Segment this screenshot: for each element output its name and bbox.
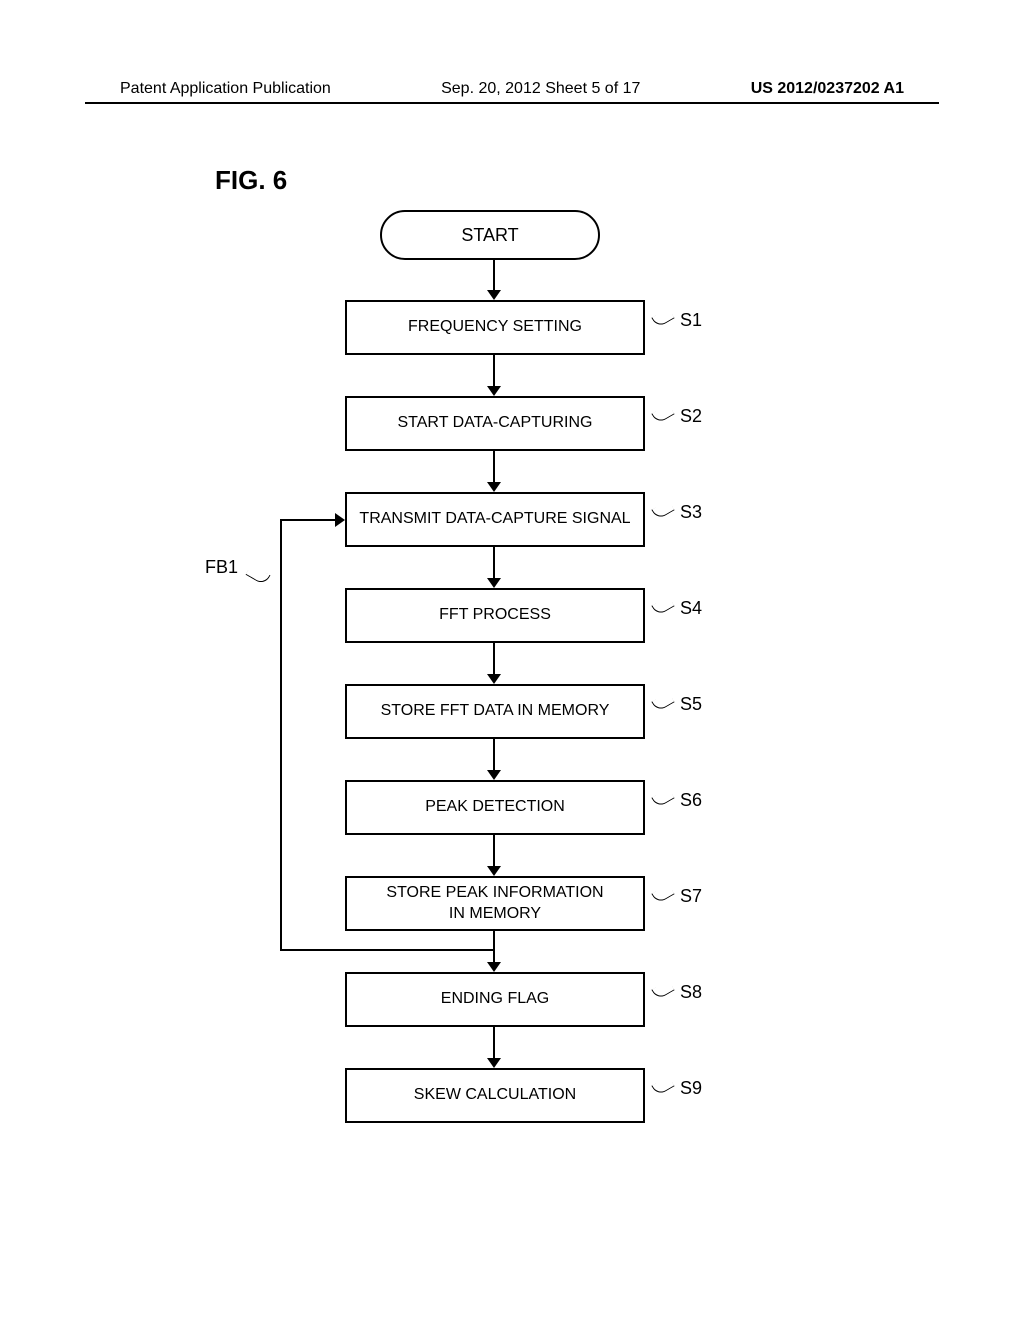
feedback-label: FB1 [205, 557, 238, 578]
step-label-s7: S7 [680, 886, 702, 907]
arrow-line [493, 547, 495, 579]
arrow-line [493, 355, 495, 387]
arrow-line [493, 739, 495, 771]
feedback-connector [245, 564, 270, 585]
arrow-line [493, 451, 495, 483]
header-divider [85, 102, 939, 104]
arrow-head-icon [487, 482, 501, 492]
step-label-s8: S8 [680, 982, 702, 1003]
figure-label: FIG. 6 [215, 165, 287, 196]
header-left: Patent Application Publication [120, 80, 331, 98]
step-connector [651, 692, 674, 712]
start-node: START [380, 210, 600, 260]
arrow-head-icon [487, 962, 501, 972]
step-label-s1: S1 [680, 310, 702, 331]
step-connector [651, 596, 674, 616]
feedback-line [280, 949, 494, 951]
arrow-head-icon [335, 513, 345, 527]
arrow-line [493, 260, 495, 291]
feedback-line [280, 519, 282, 951]
process-node-s4: FFT PROCESS [345, 588, 645, 643]
arrow-line [493, 835, 495, 867]
arrow-line [493, 643, 495, 675]
step-label-s6: S6 [680, 790, 702, 811]
step-connector [651, 980, 674, 1000]
step-label-s5: S5 [680, 694, 702, 715]
step-label-s9: S9 [680, 1078, 702, 1099]
arrow-head-icon [487, 674, 501, 684]
arrow-line [493, 931, 495, 963]
header-right: US 2012/0237202 A1 [751, 80, 904, 98]
process-node-s7: STORE PEAK INFORMATIONIN MEMORY [345, 876, 645, 931]
feedback-line [280, 519, 337, 521]
process-node-s3: TRANSMIT DATA-CAPTURE SIGNAL [345, 492, 645, 547]
arrow-head-icon [487, 770, 501, 780]
arrow-head-icon [487, 578, 501, 588]
step-connector [651, 500, 674, 520]
process-node-s1: FREQUENCY SETTING [345, 300, 645, 355]
page-header: Patent Application Publication Sep. 20, … [0, 80, 1024, 98]
process-node-s2: START DATA-CAPTURING [345, 396, 645, 451]
step-connector [651, 308, 674, 328]
step-connector [651, 1076, 674, 1096]
arrow-line [493, 1027, 495, 1059]
step-label-s2: S2 [680, 406, 702, 427]
process-node-s5: STORE FFT DATA IN MEMORY [345, 684, 645, 739]
arrow-head-icon [487, 1058, 501, 1068]
step-label-s3: S3 [680, 502, 702, 523]
step-connector [651, 788, 674, 808]
process-node-s9: SKEW CALCULATION [345, 1068, 645, 1123]
header-center: Sep. 20, 2012 Sheet 5 of 17 [441, 80, 640, 98]
process-node-s8: ENDING FLAG [345, 972, 645, 1027]
step-connector [651, 404, 674, 424]
step-connector [651, 884, 674, 904]
arrow-head-icon [487, 866, 501, 876]
process-node-s6: PEAK DETECTION [345, 780, 645, 835]
arrow-head-icon [487, 290, 501, 300]
step-label-s4: S4 [680, 598, 702, 619]
arrow-head-icon [487, 386, 501, 396]
